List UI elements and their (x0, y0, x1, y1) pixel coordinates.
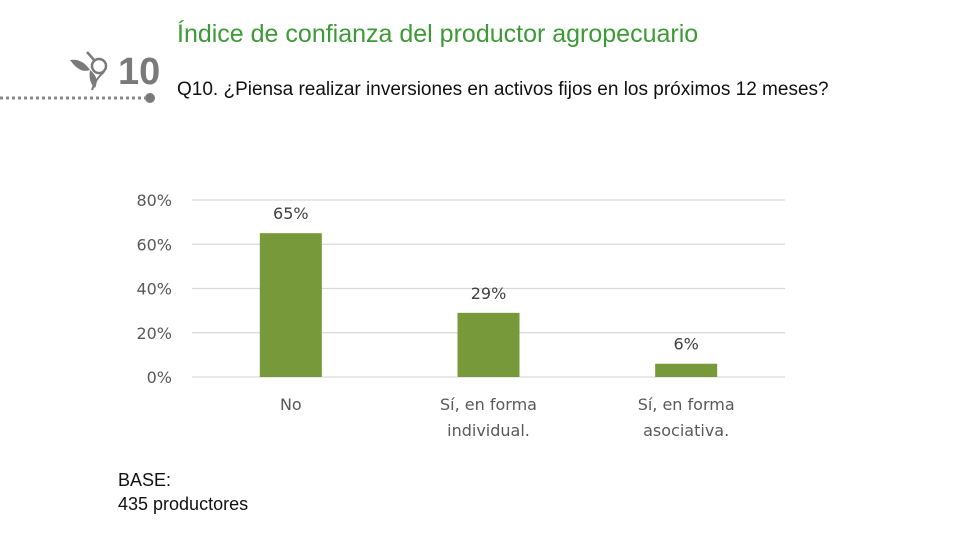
bar (655, 363, 718, 377)
x-tick-label: asociativa. (643, 421, 729, 440)
y-tick-label: 0% (147, 368, 172, 387)
plant-icon: 10 (0, 51, 160, 103)
logo: 10 (0, 40, 175, 115)
x-tick-label: Sí, en forma (638, 395, 735, 414)
bar (457, 312, 520, 377)
bar (259, 233, 322, 377)
y-tick-label: 60% (136, 235, 172, 254)
data-label: 6% (673, 335, 698, 354)
base-value: 435 productores (118, 494, 249, 514)
base-note: BASE: 435 productores (118, 468, 248, 516)
y-tick-label: 80% (136, 191, 172, 210)
x-tick-label: No (280, 395, 302, 414)
question-text: Q10. ¿Piensa realizar inversiones en act… (177, 79, 829, 100)
logo-number: 10 (118, 51, 160, 93)
y-tick-label: 20% (136, 324, 172, 343)
x-tick-label: individual. (447, 421, 530, 440)
data-label: 29% (471, 284, 507, 303)
base-label: BASE: (118, 470, 172, 490)
y-tick-label: 40% (136, 280, 172, 299)
data-label: 65% (273, 204, 309, 223)
page-title: Índice de confianza del productor agrope… (177, 20, 699, 48)
x-tick-label: Sí, en forma (440, 395, 537, 414)
